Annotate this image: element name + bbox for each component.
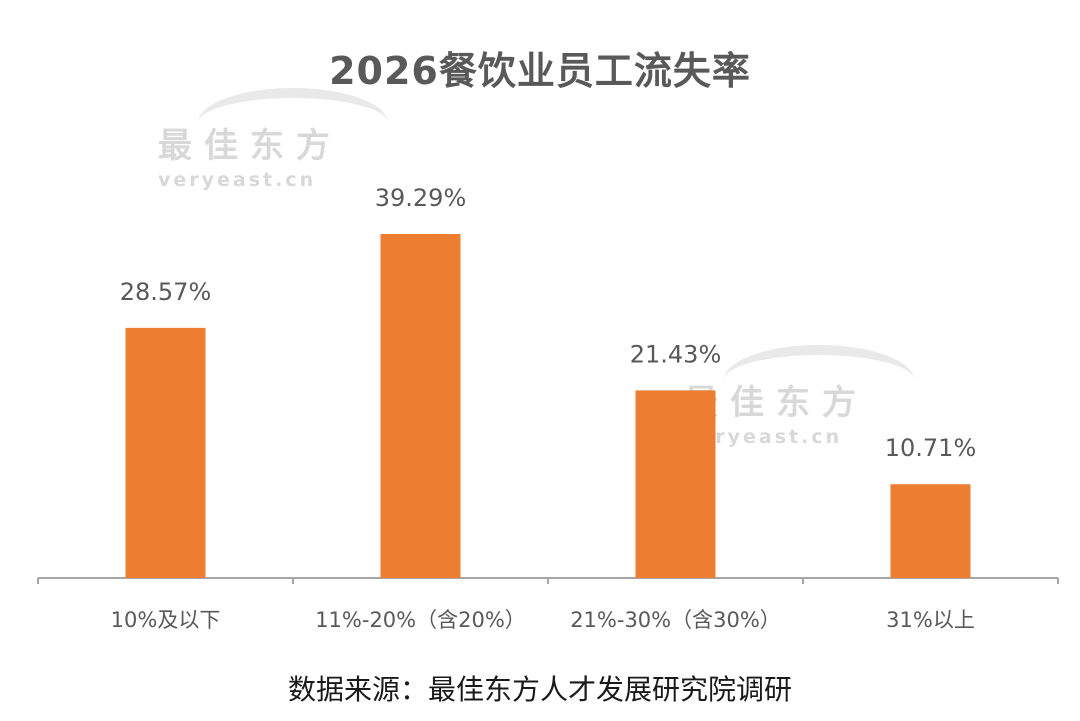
bar xyxy=(380,234,461,578)
x-tick-label: 11%-20%（含20%） xyxy=(315,608,526,632)
x-tick-label: 21%-30%（含30%） xyxy=(570,608,781,632)
bar xyxy=(125,327,206,578)
chart-title: 2026餐饮业员工流失率 xyxy=(329,49,751,93)
bar xyxy=(635,390,716,578)
watermark-logo-arc xyxy=(724,345,914,415)
watermark-en: veryeast.cn xyxy=(158,169,317,191)
bar-value-label: 10.71% xyxy=(885,434,977,462)
x-tick-label: 10%及以下 xyxy=(111,608,221,632)
bar-value-label: 28.57% xyxy=(120,278,212,306)
bar-value-label: 21.43% xyxy=(630,340,722,368)
x-tick-label: 31%以上 xyxy=(886,608,975,632)
watermark-cn: 最佳东方 xyxy=(158,126,342,166)
data-source-note: 数据来源：最佳东方人才发展研究院调研 xyxy=(287,673,792,706)
watermark-top-left: 最佳东方 veryeast.cn xyxy=(158,88,388,191)
bar-value-label: 39.29% xyxy=(375,184,467,212)
watermark-en: veryeast.cn xyxy=(684,426,843,448)
bar xyxy=(890,484,971,578)
watermark-logo-arc xyxy=(198,88,388,158)
